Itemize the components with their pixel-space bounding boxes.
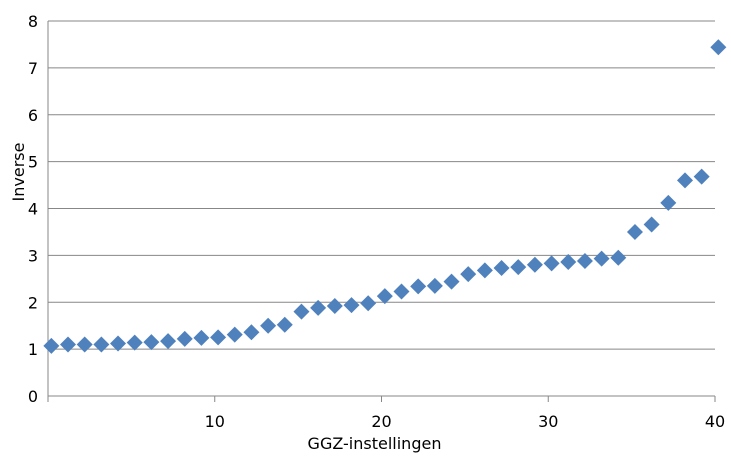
data-point — [710, 39, 727, 56]
y-tick-label: 7 — [28, 59, 38, 78]
x-axis-label: GGZ-instellingen — [308, 434, 442, 453]
axes — [47, 21, 716, 402]
data-point — [560, 253, 577, 270]
data-point — [193, 329, 210, 346]
data-point — [376, 288, 393, 305]
y-tick-label: 3 — [28, 246, 38, 265]
data-point — [310, 299, 327, 316]
data-point — [160, 333, 177, 350]
data-point — [526, 256, 543, 273]
data-point — [393, 283, 410, 300]
y-axis-label: Inverse — [9, 143, 28, 202]
data-point — [360, 295, 377, 312]
data-point — [176, 330, 193, 347]
data-point — [293, 303, 310, 320]
x-tick-label: 10 — [205, 412, 225, 431]
data-point — [210, 329, 227, 346]
data-point — [460, 266, 477, 283]
data-point — [626, 223, 643, 240]
y-tick-label: 1 — [28, 340, 38, 359]
data-point — [126, 334, 143, 351]
data-point — [143, 334, 160, 351]
data-point — [93, 336, 110, 353]
y-tick-label: 4 — [28, 200, 38, 219]
data-point — [110, 335, 127, 352]
data-point — [260, 317, 277, 334]
data-point — [576, 253, 593, 269]
data-point — [660, 194, 677, 211]
data-point — [76, 336, 93, 353]
data-point — [643, 216, 660, 233]
data-point — [693, 168, 710, 185]
data-point — [326, 298, 343, 314]
data-point — [676, 172, 693, 189]
data-point — [243, 324, 260, 341]
data-point — [343, 297, 360, 314]
x-tick-label: 40 — [705, 412, 725, 431]
data-point — [593, 250, 610, 267]
data-point — [543, 255, 560, 272]
data-point — [426, 277, 443, 294]
data-points — [43, 39, 727, 354]
data-point — [226, 326, 243, 343]
y-tick-label: 6 — [28, 106, 38, 125]
data-point — [476, 262, 493, 279]
y-tick-label: 0 — [28, 387, 38, 406]
data-point — [493, 260, 510, 277]
data-point — [60, 336, 77, 353]
y-tick-label: 8 — [28, 12, 38, 31]
x-tick-label: 30 — [538, 412, 558, 431]
gridlines — [48, 20, 715, 397]
data-point — [410, 278, 427, 295]
data-point — [276, 316, 293, 333]
data-point — [510, 259, 527, 276]
tick-labels: 0 1 2 3 4 5 6 7 8 10 20 30 40 — [28, 12, 725, 431]
x-tick-label: 20 — [371, 412, 391, 431]
data-point — [443, 273, 460, 290]
y-tick-label: 2 — [28, 293, 38, 312]
y-tick-label: 5 — [28, 153, 38, 172]
data-point — [43, 337, 60, 354]
data-point — [610, 249, 627, 266]
